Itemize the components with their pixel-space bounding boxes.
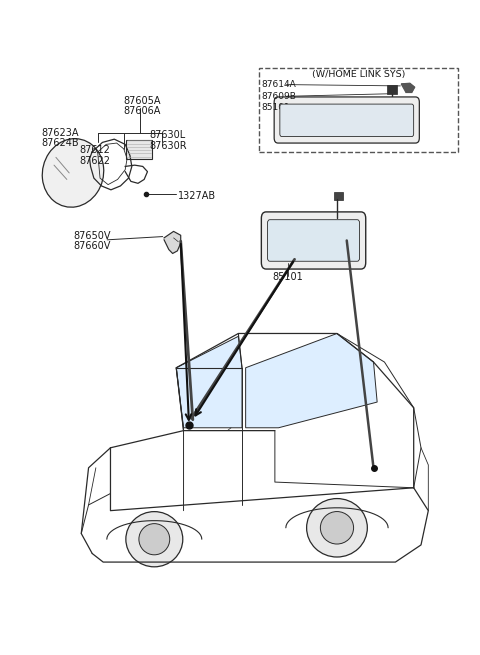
Text: 1327AB: 1327AB bbox=[179, 191, 216, 200]
Text: 87630R: 87630R bbox=[150, 141, 188, 151]
Text: 87605A: 87605A bbox=[124, 96, 161, 106]
Text: 87624B: 87624B bbox=[42, 138, 79, 148]
Text: 85101: 85101 bbox=[272, 272, 303, 282]
FancyBboxPatch shape bbox=[274, 97, 420, 143]
Text: 87650V: 87650V bbox=[73, 231, 110, 241]
Text: 85101: 85101 bbox=[262, 103, 290, 113]
Polygon shape bbox=[396, 89, 407, 96]
Polygon shape bbox=[176, 336, 242, 428]
Bar bbox=[387, 84, 396, 94]
Text: 87614A: 87614A bbox=[262, 80, 297, 89]
Text: 87606A: 87606A bbox=[124, 106, 161, 116]
Polygon shape bbox=[164, 231, 180, 253]
Bar bbox=[259, 67, 458, 152]
Ellipse shape bbox=[139, 523, 170, 555]
Polygon shape bbox=[246, 333, 377, 428]
Text: 87622: 87622 bbox=[80, 156, 110, 166]
FancyBboxPatch shape bbox=[267, 219, 360, 261]
Text: 87623A: 87623A bbox=[42, 128, 79, 138]
FancyBboxPatch shape bbox=[280, 104, 414, 136]
Text: 87612: 87612 bbox=[80, 145, 110, 155]
Bar bbox=[335, 193, 343, 200]
FancyBboxPatch shape bbox=[261, 212, 366, 269]
Bar bbox=[126, 140, 152, 159]
Ellipse shape bbox=[42, 139, 104, 207]
Ellipse shape bbox=[307, 498, 367, 557]
Text: 87660V: 87660V bbox=[73, 241, 110, 252]
Text: 87609B: 87609B bbox=[262, 92, 297, 101]
Ellipse shape bbox=[126, 512, 183, 567]
Text: (W/HOME LINK SYS): (W/HOME LINK SYS) bbox=[312, 69, 405, 79]
Ellipse shape bbox=[320, 512, 354, 544]
Text: 87630L: 87630L bbox=[150, 130, 186, 140]
Polygon shape bbox=[401, 83, 415, 92]
